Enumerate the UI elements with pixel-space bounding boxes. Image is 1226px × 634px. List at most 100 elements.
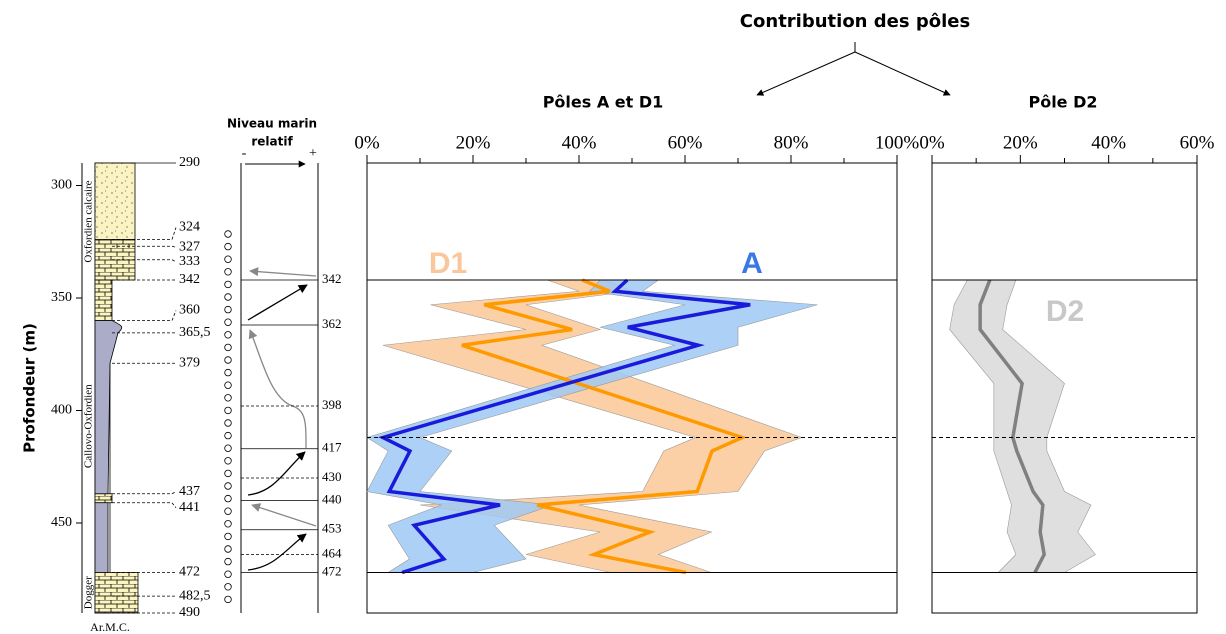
series-line [378,278,751,575]
sea-level-label: 472 [322,563,342,578]
depth-label: 290 [179,155,200,170]
sample-circle [224,331,232,339]
depth-label: 327 [179,239,200,254]
sea-level-label: 430 [322,469,342,484]
figure-title: Contribution des pôles [740,11,970,32]
sea-level-plus: + [309,146,317,161]
trend-arrow [247,451,306,496]
depth-label: 342 [179,272,200,287]
series-line [461,278,748,575]
sample-circle [224,255,232,263]
sample-circle [224,280,232,289]
x-tick-label: 40% [1091,132,1126,153]
sample-circle [224,230,232,238]
sea-level-label: 342 [322,271,342,286]
trend-arrow [247,284,308,321]
sample-circle [224,305,232,314]
depth-label: 360 [179,303,200,318]
depth-label: 490 [179,605,200,620]
series-label: D2 [1046,295,1084,328]
sample-circle [224,293,232,301]
sample-circle [224,469,232,478]
clay-profile [94,320,123,495]
sea-level-minus: - [242,146,247,161]
depth-tick-label: 450 [51,515,72,530]
sea-level-label: 440 [322,491,342,506]
x-tick-label: 20% [1003,132,1038,153]
depth-leader [112,310,177,321]
sample-circles [224,230,232,604]
depth-axis-label: Profondeur (m) [21,323,39,453]
x-tick-label: 0% [354,132,380,153]
sea-level-title: Niveau marin [227,117,317,131]
series-line [978,279,1047,574]
sample-circle [224,318,232,326]
title-arrow [854,51,951,96]
sample-circle [224,381,232,389]
sample-circle [224,268,232,276]
sample-circle [224,444,232,452]
sample-circle [224,242,232,251]
depth-label: 482,5 [179,588,211,603]
sample-circle [224,494,232,503]
sample-circle [224,583,232,591]
unit-name: Oxfordien calcaire [83,180,95,262]
sample-circle [224,520,232,528]
trend-arrow [247,533,307,571]
sample-circle [224,570,232,578]
sample-circle [224,482,232,490]
depth-label: 379 [179,355,200,370]
x-tick-label: 80% [774,132,809,153]
x-tick-label: 60% [1180,132,1215,153]
lithology-bed [94,493,113,504]
panel-title: Pôle D2 [1028,93,1097,112]
sample-circle [224,343,232,352]
depth-leader [112,259,177,263]
depth-label: 333 [179,254,200,269]
title-arrow [756,51,856,96]
series-label: A [741,247,763,280]
x-tick-label: 40% [562,132,597,153]
trend-arrow [248,329,307,449]
depth-label: 324 [179,220,200,235]
sample-circle [224,532,232,541]
x-tick-label: 0% [919,132,945,153]
depth-leader [112,245,177,248]
sample-circle [224,419,232,427]
lithology-bed [94,279,113,321]
sea-level-curve [247,267,317,571]
depth-label: 365,5 [179,325,211,340]
unit-name: Dogger [83,576,95,609]
depth-leader [112,502,177,508]
depth-label: 472 [179,565,200,580]
trend-arrow [251,503,317,527]
unit-name: Callovo-Oxfordien [83,384,95,468]
depth-leader [112,227,177,240]
x-tick-label: 20% [456,132,491,153]
sample-circle [224,557,232,566]
sample-circle [224,457,232,465]
clay-profile [94,502,109,573]
x-tick-label: 100% [875,132,920,153]
trend-arrow [249,267,317,277]
sample-circle [224,406,232,415]
sea-level-label: 464 [322,545,342,560]
lithology-bed [94,162,136,240]
sea-level-label: 398 [322,397,342,412]
sea-level-label: 417 [322,440,342,455]
sample-circle [224,545,232,553]
panel-title: Pôles A et D1 [543,93,664,112]
depth-tick-label: 300 [51,178,72,193]
sea-level-label: 362 [322,316,342,331]
sample-circle [224,368,232,377]
column-caption: Ar.M.C. [90,620,130,634]
depth-label: 437 [179,484,200,499]
depth-leader [112,491,177,495]
sea-level-title: relatif [251,135,293,149]
x-tick-label: 60% [668,132,703,153]
series-label: D1 [429,247,467,280]
sample-circle [224,595,232,604]
sample-circle [224,431,232,440]
sample-circle [224,356,232,364]
